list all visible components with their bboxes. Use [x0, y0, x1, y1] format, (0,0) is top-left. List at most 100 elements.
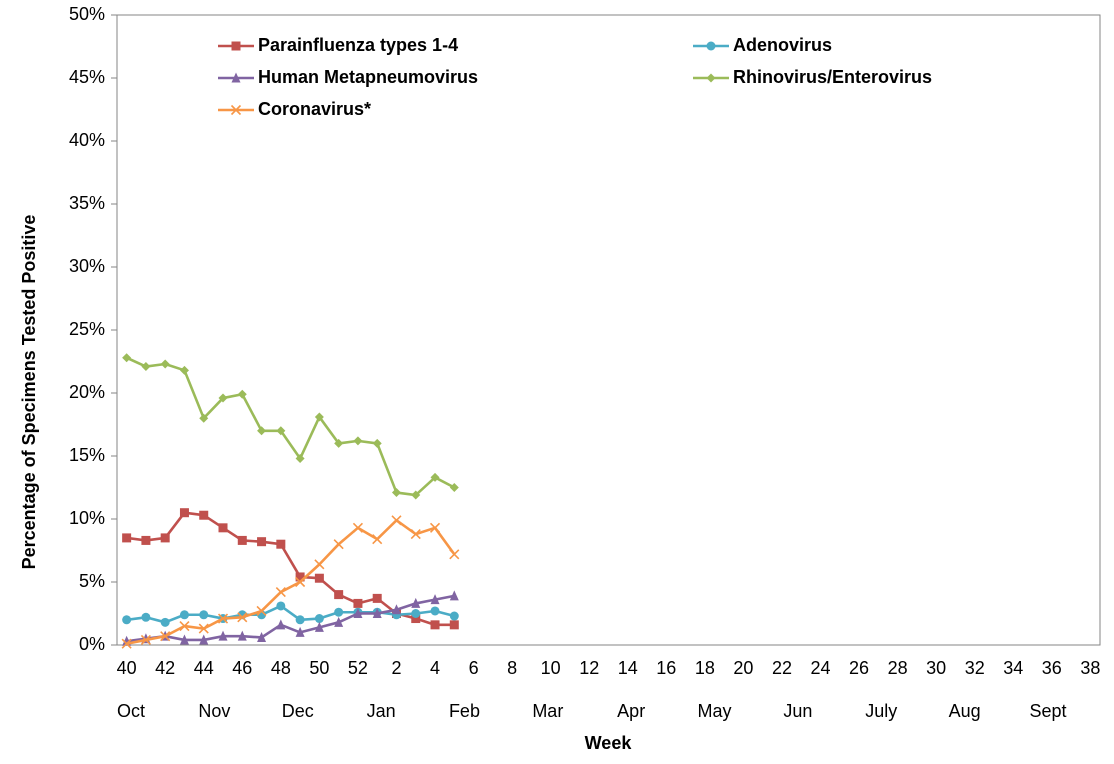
marker [198, 623, 209, 634]
legend-label: Adenovirus [733, 35, 832, 55]
marker [141, 362, 151, 372]
marker [218, 523, 228, 533]
marker [179, 610, 189, 620]
month-label: Jan [367, 701, 396, 721]
marker [391, 515, 402, 526]
x-tick-label: 10 [541, 658, 561, 678]
y-axis-label: Percentage of Specimens Tested Positive [19, 215, 39, 570]
marker [449, 483, 459, 492]
legend-marker [706, 73, 716, 83]
x-axis-label: Week [585, 733, 633, 753]
marker [160, 533, 170, 543]
marker [218, 630, 228, 641]
month-label: Oct [117, 701, 145, 721]
x-tick-label: 40 [117, 658, 137, 678]
marker [314, 621, 324, 632]
marker [276, 601, 286, 611]
marker [122, 615, 132, 625]
legend-marker [231, 72, 241, 83]
marker [411, 597, 421, 608]
marker [314, 559, 325, 570]
marker [237, 389, 247, 399]
x-tick-label: 46 [232, 658, 252, 678]
x-tick-label: 6 [469, 658, 479, 678]
marker [179, 634, 189, 645]
x-tick-label: 8 [507, 658, 517, 678]
marker [295, 572, 305, 582]
marker [275, 587, 286, 598]
marker [314, 412, 324, 422]
x-tick-label: 20 [733, 658, 753, 678]
marker [449, 590, 459, 601]
marker [430, 472, 440, 482]
month-label: Dec [282, 701, 314, 721]
x-tick-label: 48 [271, 658, 291, 678]
marker [295, 454, 305, 464]
legend-marker [230, 104, 242, 116]
marker [199, 634, 209, 645]
marker [314, 573, 324, 583]
marker [411, 614, 421, 624]
marker [334, 438, 344, 448]
marker [276, 539, 286, 549]
marker [334, 616, 344, 627]
marker [410, 529, 421, 540]
marker [353, 598, 363, 608]
x-tick-label: 32 [965, 658, 985, 678]
x-tick-label: 30 [926, 658, 946, 678]
x-tick-label: 38 [1080, 658, 1100, 678]
series-line [126, 518, 456, 646]
x-tick-label: 2 [391, 658, 401, 678]
marker [199, 413, 209, 423]
month-label: Mar [532, 701, 563, 721]
month-label: May [698, 701, 732, 721]
y-tick-label: 5% [79, 571, 105, 591]
marker [179, 365, 189, 375]
marker [237, 612, 248, 623]
marker [353, 436, 363, 446]
y-tick-label: 15% [69, 445, 105, 465]
x-tick-label: 4 [430, 658, 440, 678]
marker [141, 612, 151, 622]
x-tick-label: 16 [656, 658, 676, 678]
legend-label: Parainfluenza types 1-4 [258, 35, 458, 55]
marker [160, 359, 170, 369]
marker [276, 619, 286, 630]
marker [121, 638, 132, 649]
marker [160, 617, 170, 627]
marker [179, 621, 190, 632]
marker [334, 607, 344, 617]
marker [334, 590, 344, 600]
marker [352, 522, 363, 533]
month-label: Jun [783, 701, 812, 721]
marker [122, 353, 132, 363]
marker [199, 510, 209, 520]
marker [449, 611, 459, 621]
marker [179, 508, 189, 518]
series-line [126, 594, 455, 643]
marker [199, 610, 209, 620]
x-tick-label: 12 [579, 658, 599, 678]
marker [391, 604, 401, 615]
y-tick-label: 20% [69, 382, 105, 402]
marker [391, 488, 401, 498]
marker [218, 393, 228, 403]
marker [217, 613, 229, 624]
marker [237, 535, 247, 545]
marker [430, 594, 440, 605]
marker [140, 634, 151, 646]
x-tick-label: 52 [348, 658, 368, 678]
y-tick-label: 30% [69, 256, 105, 276]
marker [295, 576, 306, 588]
month-label: Aug [949, 701, 981, 721]
x-tick-label: 18 [695, 658, 715, 678]
marker [449, 620, 459, 630]
legend-marker [706, 41, 716, 51]
marker [256, 605, 267, 617]
y-tick-label: 35% [69, 193, 105, 213]
legend-label: Coronavirus* [258, 99, 371, 119]
marker [411, 490, 421, 500]
marker [237, 630, 247, 641]
marker [430, 620, 440, 630]
legend-label: Rhinovirus/Enterovirus [733, 67, 932, 87]
